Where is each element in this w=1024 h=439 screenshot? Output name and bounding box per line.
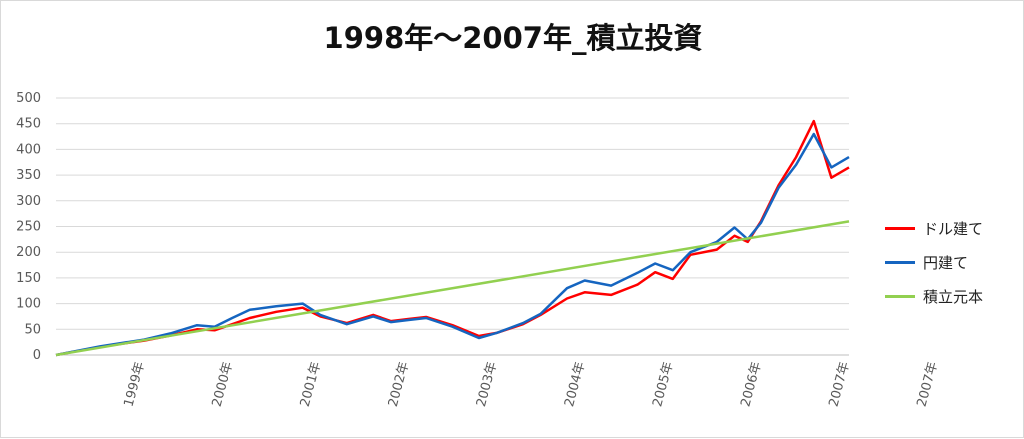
x-tick-label: 2004年	[562, 360, 588, 408]
legend-item-dollar: ドル建て	[885, 211, 983, 245]
y-tick-label: 300	[16, 194, 41, 209]
x-tick-label: 2007年	[826, 360, 852, 408]
x-tick-label: 2003年	[474, 360, 500, 408]
legend-label-dollar: ドル建て	[923, 219, 984, 238]
legend-label-yen: 円建て	[923, 253, 969, 272]
y-tick-label: 50	[24, 322, 41, 337]
y-tick-label: 200	[16, 245, 41, 260]
y-tick-label: 400	[16, 142, 41, 157]
legend-item-principal: 積立元本	[885, 279, 983, 313]
x-tick-label: 2001年	[298, 360, 324, 408]
chart-title: 1998年～2007年_積立投資	[323, 21, 703, 55]
x-tick-label: 2000年	[210, 360, 236, 408]
y-tick-label: 500	[16, 91, 41, 106]
y-tick-label: 150	[16, 271, 41, 286]
y-tick-label: 0	[33, 348, 41, 363]
legend-swatch-principal	[885, 294, 915, 298]
series-line-2	[55, 220, 850, 357]
x-tick-label: 2007年	[915, 360, 941, 408]
legend: ドル建て 円建て 積立元本	[885, 211, 983, 313]
x-tick-label: 2006年	[738, 360, 764, 408]
legend-swatch-yen	[885, 260, 915, 264]
y-tick-label: 350	[16, 168, 41, 183]
y-tick-label: 250	[16, 220, 41, 235]
series-line-0	[55, 119, 850, 357]
y-tick-label: 450	[16, 117, 41, 132]
legend-swatch-dollar	[885, 226, 915, 230]
legend-item-yen: 円建て	[885, 245, 983, 279]
legend-label-principal: 積立元本	[923, 287, 984, 306]
y-tick-label: 100	[16, 297, 41, 312]
x-tick-label: 2002年	[386, 360, 412, 408]
x-tick-label: 1999年	[122, 360, 148, 408]
series-line-1	[55, 132, 850, 357]
x-tick-label: 2005年	[650, 360, 676, 408]
